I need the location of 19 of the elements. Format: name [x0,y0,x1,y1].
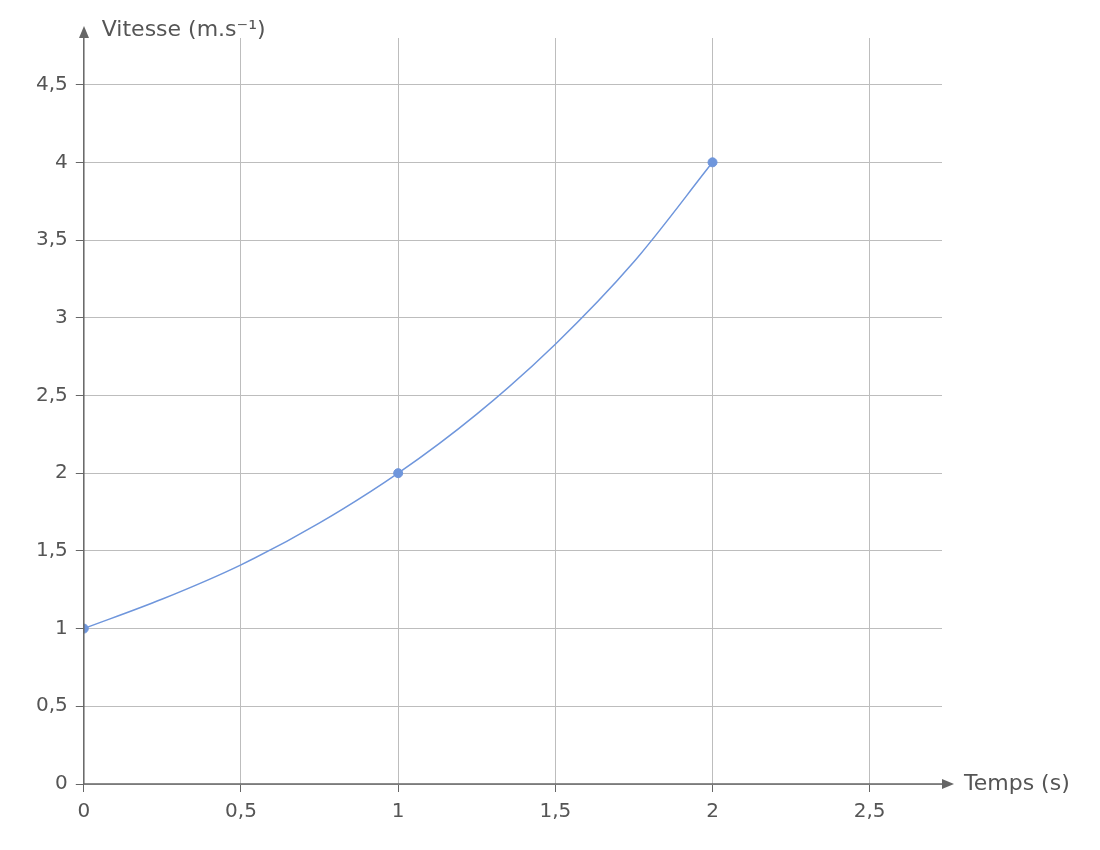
y-tick-label: 4 [55,148,68,173]
y-tick-label: 0,5 [35,692,68,717]
y-tick-label: 1 [55,614,68,639]
y-tick-label: 0 [55,770,68,795]
x-axis-title: Temps (s) [963,769,1070,795]
x-tick-label: 1 [391,798,405,823]
y-tick-label: 2,5 [35,381,68,406]
y-tick-label: 3 [55,303,68,328]
x-tick-label: 2,5 [853,798,886,823]
y-tick-label: 3,5 [35,226,68,251]
y-tick-label: 1,5 [35,537,68,562]
y-axis-title: Vitesse (m.s⁻¹) [101,15,266,41]
x-tick-label: 1,5 [539,798,572,823]
point [707,157,718,168]
y-tick-label: 2 [55,459,68,484]
x-tick-label: 0,5 [225,798,257,823]
y-tick-label: 4,5 [35,70,68,95]
x-tick-label: 2 [706,798,719,823]
x-tick-label: 0 [77,798,91,823]
